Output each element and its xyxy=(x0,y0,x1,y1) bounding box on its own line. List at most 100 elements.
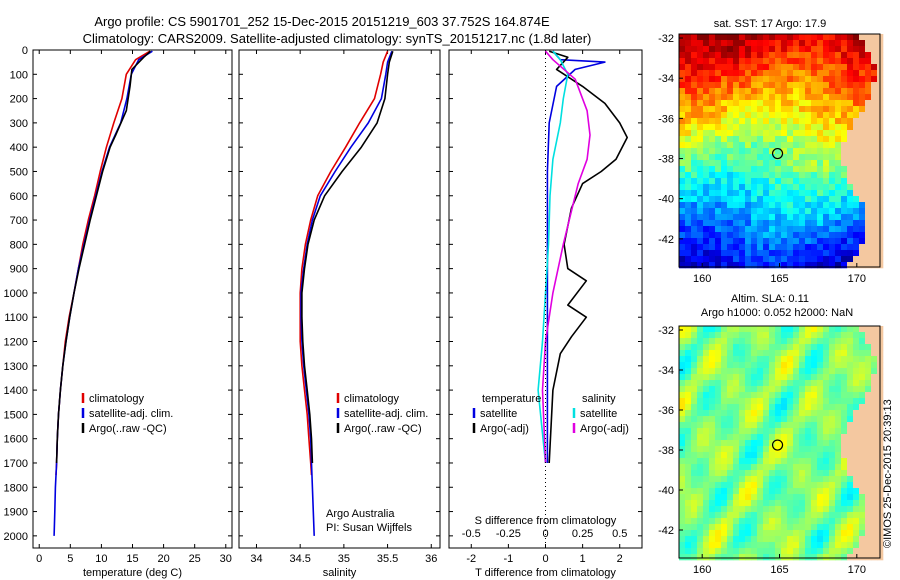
map-cell xyxy=(787,500,794,507)
y-tick-label: 200 xyxy=(10,94,28,106)
map-cell xyxy=(757,130,764,137)
map-cell xyxy=(811,118,818,125)
map-cell xyxy=(697,332,704,339)
map-cell xyxy=(823,202,830,209)
map-y-tick-label: -40 xyxy=(658,194,674,206)
map-cell xyxy=(847,554,854,561)
map-cell xyxy=(835,40,842,47)
map-cell xyxy=(727,494,734,501)
map-cell xyxy=(781,88,788,95)
map-cell xyxy=(781,34,788,41)
map-cell xyxy=(799,214,806,221)
map-cell xyxy=(757,70,764,77)
map-cell xyxy=(805,100,812,107)
map-cell xyxy=(793,226,800,233)
map-cell xyxy=(733,470,740,477)
map-cell xyxy=(799,392,806,399)
map-cell xyxy=(733,350,740,357)
map-cell xyxy=(775,416,782,423)
map-cell xyxy=(787,362,794,369)
map-cell xyxy=(871,506,878,513)
map-cell xyxy=(787,160,794,167)
y-tick-label: 1300 xyxy=(4,361,28,373)
s-tick-label: 0 xyxy=(542,528,548,540)
map-cell xyxy=(823,214,830,221)
map-cell xyxy=(721,118,728,125)
map-cell xyxy=(763,148,770,155)
map-cell xyxy=(739,380,746,387)
map-cell xyxy=(799,88,806,95)
map-cell xyxy=(865,344,872,351)
map-cell xyxy=(787,452,794,459)
map-cell xyxy=(739,362,746,369)
map-cell xyxy=(829,130,836,137)
map-cell xyxy=(865,196,872,203)
map-cell xyxy=(709,554,716,561)
map-cell xyxy=(799,482,806,489)
map-cell xyxy=(751,470,758,477)
map-cell xyxy=(841,554,848,561)
map-cell xyxy=(835,70,842,77)
map-cell xyxy=(775,58,782,65)
map-cell xyxy=(805,338,812,345)
map-cell xyxy=(799,440,806,447)
map-cell xyxy=(715,518,722,525)
map-cell xyxy=(733,118,740,125)
map-cell xyxy=(835,52,842,59)
map-cell xyxy=(799,524,806,531)
map-cell xyxy=(745,70,752,77)
map-cell xyxy=(847,76,854,83)
map-y-tick-label: -32 xyxy=(658,33,674,45)
map-cell xyxy=(871,256,878,263)
map-cell xyxy=(751,142,758,149)
map-cell xyxy=(865,332,872,339)
map-cell xyxy=(811,262,818,269)
map-cell xyxy=(709,356,716,363)
map-cell xyxy=(817,536,824,543)
map-cell xyxy=(739,368,746,375)
map-cell xyxy=(739,404,746,411)
map-cell xyxy=(727,82,734,89)
map-cell xyxy=(691,476,698,483)
map-cell xyxy=(703,428,710,435)
map-cell xyxy=(781,172,788,179)
map-cell xyxy=(853,226,860,233)
map-cell xyxy=(865,404,872,411)
map-cell xyxy=(781,548,788,555)
map-cell xyxy=(763,208,770,215)
map-cell xyxy=(841,548,848,555)
map-cell xyxy=(769,82,776,89)
map-cell xyxy=(787,100,794,107)
map-cell xyxy=(715,548,722,555)
map-cell xyxy=(865,338,872,345)
map-cell xyxy=(799,118,806,125)
map-cell xyxy=(775,106,782,113)
map-cell xyxy=(763,488,770,495)
map-cell xyxy=(697,136,704,143)
map-cell xyxy=(811,350,818,357)
map-cell xyxy=(835,178,842,185)
map-cell xyxy=(715,440,722,447)
map-cell xyxy=(817,208,824,215)
map-cell xyxy=(853,214,860,221)
map-cell xyxy=(739,100,746,107)
map-cell xyxy=(835,344,842,351)
map-cell xyxy=(841,184,848,191)
map-cell xyxy=(763,58,770,65)
y-tick-label: 1100 xyxy=(4,312,28,324)
map-cell xyxy=(793,100,800,107)
map-cell xyxy=(745,446,752,453)
map-cell xyxy=(757,244,764,251)
map-cell xyxy=(745,190,752,197)
map-cell xyxy=(691,118,698,125)
map-cell xyxy=(739,64,746,71)
map-cell xyxy=(751,416,758,423)
map-cell xyxy=(745,178,752,185)
map-cell xyxy=(859,46,866,53)
map-cell xyxy=(781,202,788,209)
map-cell xyxy=(817,530,824,537)
map-cell xyxy=(703,58,710,65)
map-cell xyxy=(793,464,800,471)
map-cell xyxy=(841,536,848,543)
